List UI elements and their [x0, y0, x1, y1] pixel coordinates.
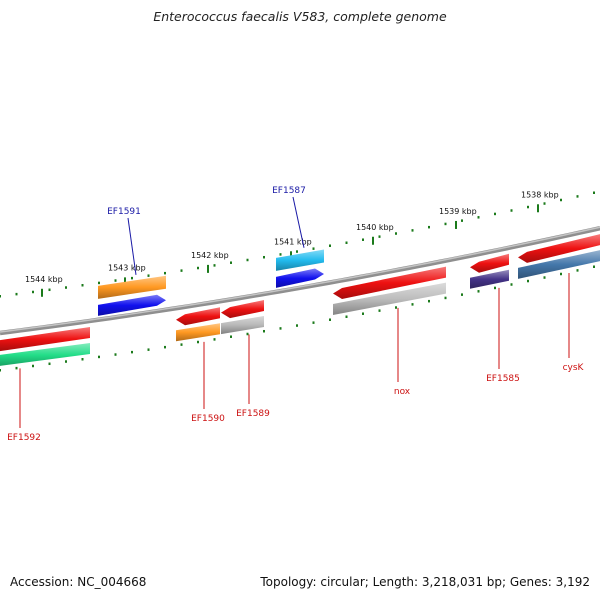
gene-arrow-ef1587 [276, 268, 324, 288]
ruler-label: 1544 kbp [25, 275, 63, 284]
feature-nox [333, 282, 446, 315]
ruler-label: 1538 kbp [521, 190, 559, 199]
gene-arrow-ef1589 [221, 299, 264, 319]
feature-ef1590 [176, 323, 220, 342]
gene-label-ef1587: EF1587 [272, 186, 306, 196]
leader-line-ef1587 [292, 196, 305, 248]
gene-label-ef1590: EF1590 [191, 414, 225, 424]
ruler-label: 1541 kbp [274, 237, 312, 246]
feature-ef1592 [0, 342, 90, 366]
feature-ef1585 [470, 269, 509, 289]
ruler-label: 1542 kbp [191, 251, 229, 260]
ruler-label: 1540 kbp [356, 223, 394, 232]
gene-arrow-ef1591 [98, 294, 166, 316]
feature-cysk [518, 250, 600, 279]
gene-arrow-ef1590 [176, 307, 220, 326]
topology-label: Topology: circular; Length: 3,218,031 bp… [260, 575, 590, 589]
gene-label-ef1592: EF1592 [7, 433, 41, 443]
leader-line-ef1591 [127, 217, 137, 275]
genome-backbone-highlight [0, 226, 600, 333]
gene-label-ef1591: EF1591 [107, 207, 141, 217]
gene-arrow-nox [333, 266, 446, 299]
gene-label-cysk: cysK [563, 363, 585, 373]
ruler-label: 1543 kbp [108, 263, 146, 272]
map-title: Enterococcus faecalis V583, complete gen… [153, 9, 447, 24]
gene-label-ef1585: EF1585 [486, 374, 520, 384]
gene-arrow-cysk [518, 234, 600, 263]
feature-ef1591 [98, 275, 166, 299]
gene-arrow-ef1592 [0, 326, 90, 352]
genome-backbone [0, 225, 600, 336]
gene-arrow-ef1585 [470, 253, 509, 273]
gene-label-ef1589: EF1589 [236, 409, 270, 419]
accession-label: Accession: NC_004668 [10, 575, 147, 589]
inner-ruler [0, 265, 595, 372]
feature-ef1587 [276, 249, 324, 271]
outer-ruler [0, 191, 595, 298]
gene-label-nox: nox [394, 387, 411, 397]
ruler-label: 1539 kbp [439, 207, 477, 216]
feature-ef1589 [221, 315, 264, 335]
